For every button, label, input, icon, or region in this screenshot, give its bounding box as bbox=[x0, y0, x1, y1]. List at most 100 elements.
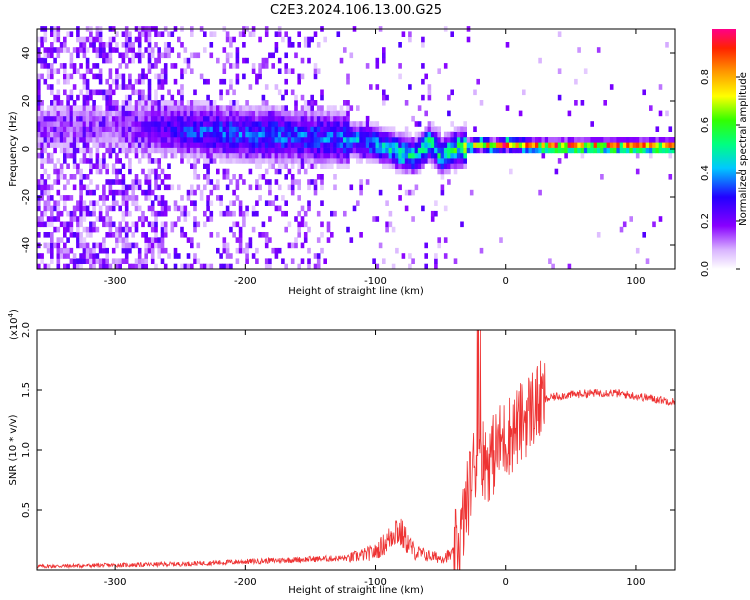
heatmap-cell bbox=[141, 100, 145, 106]
heatmap-cell bbox=[245, 247, 249, 254]
heatmap-cell bbox=[408, 36, 412, 43]
heatmap-cell bbox=[59, 168, 64, 175]
heatmap-cell bbox=[141, 189, 145, 196]
heatmap-cell bbox=[180, 152, 184, 159]
heatmap-cell bbox=[486, 137, 490, 143]
heatmap-cell bbox=[53, 147, 57, 154]
heatmap-cell bbox=[105, 221, 109, 228]
heatmap-cell bbox=[440, 142, 445, 148]
heatmap-cell bbox=[290, 174, 295, 180]
heatmap-cell bbox=[72, 232, 77, 238]
snr-plot-area bbox=[37, 330, 675, 570]
heatmap-cell bbox=[95, 73, 100, 80]
heatmap-cell bbox=[206, 137, 210, 143]
heatmap-cell bbox=[404, 142, 409, 148]
heatmap-cell bbox=[450, 131, 454, 138]
heatmap-cell bbox=[180, 263, 184, 270]
heatmap-cell bbox=[50, 63, 54, 69]
heatmap-cell bbox=[115, 73, 119, 80]
heatmap-cell bbox=[98, 110, 103, 117]
heatmap-cell bbox=[206, 152, 210, 159]
heatmap-cell bbox=[111, 179, 116, 185]
heatmap-cell bbox=[131, 232, 135, 238]
heatmap-cell bbox=[658, 147, 663, 154]
heatmap-cell bbox=[274, 126, 279, 132]
heatmap-cell bbox=[63, 226, 67, 233]
heatmap-cell bbox=[160, 210, 165, 217]
heatmap-cell bbox=[518, 142, 523, 148]
heatmap-cell bbox=[111, 221, 116, 228]
heatmap-cell bbox=[124, 115, 129, 122]
heatmap-cell bbox=[163, 121, 168, 127]
heatmap-cell bbox=[356, 121, 360, 127]
heatmap-cell bbox=[212, 31, 217, 37]
heatmap-cell bbox=[522, 89, 526, 96]
heatmap-cell bbox=[141, 152, 145, 159]
heatmap-cell bbox=[212, 137, 217, 143]
heatmap-cell bbox=[261, 158, 266, 164]
heatmap-cell bbox=[284, 131, 288, 138]
heatmap-cell bbox=[186, 152, 191, 159]
heatmap-cell bbox=[115, 242, 119, 249]
heatmap-cell bbox=[216, 121, 220, 127]
heatmap-cell bbox=[375, 57, 380, 64]
heatmap-cell bbox=[287, 110, 292, 117]
heatmap-cell bbox=[53, 126, 57, 132]
heatmap-cell bbox=[141, 168, 145, 175]
heatmap-cell bbox=[37, 52, 41, 59]
heatmap-cell bbox=[316, 131, 321, 138]
heatmap-cell bbox=[450, 137, 454, 143]
heatmap-cell bbox=[82, 36, 87, 43]
heatmap-cell bbox=[124, 210, 129, 217]
heatmap-cell bbox=[137, 31, 142, 37]
heatmap-cell bbox=[183, 152, 188, 159]
heatmap-cell bbox=[98, 31, 103, 37]
heatmap-cell bbox=[261, 94, 266, 101]
heatmap-cell bbox=[339, 105, 344, 111]
heatmap-cell bbox=[160, 121, 165, 127]
heatmap-cell bbox=[212, 131, 217, 138]
heatmap-cell bbox=[635, 152, 640, 159]
heatmap-cell bbox=[98, 131, 103, 138]
heatmap-cell bbox=[85, 47, 90, 53]
heatmap-cell bbox=[336, 152, 341, 159]
heatmap-cell bbox=[85, 210, 90, 217]
heatmap-cell bbox=[212, 105, 217, 111]
heatmap-cell bbox=[333, 147, 337, 154]
heatmap-cell bbox=[144, 142, 148, 148]
heatmap-cell bbox=[255, 78, 259, 85]
heatmap-cell bbox=[121, 226, 126, 233]
heatmap-cell bbox=[216, 105, 220, 111]
heatmap-cell bbox=[271, 105, 275, 111]
heatmap-cell bbox=[235, 115, 240, 122]
heatmap-cell bbox=[297, 142, 301, 148]
heatmap-cell bbox=[248, 142, 253, 148]
heatmap-cell bbox=[209, 31, 214, 37]
heatmap-cell bbox=[430, 126, 435, 132]
heatmap-cell bbox=[111, 131, 116, 138]
heatmap-cell bbox=[56, 216, 61, 222]
heatmap-cell bbox=[111, 110, 116, 117]
heatmap-cell bbox=[147, 205, 152, 212]
heatmap-cell bbox=[209, 100, 214, 106]
heatmap-cell bbox=[37, 232, 41, 238]
heatmap-cell bbox=[310, 105, 314, 111]
heatmap-cell bbox=[300, 221, 305, 228]
heatmap-cell bbox=[303, 100, 308, 106]
heatmap-cell bbox=[238, 126, 243, 132]
heatmap-cell bbox=[391, 126, 396, 132]
heatmap-cell bbox=[434, 147, 438, 154]
heatmap-cell bbox=[160, 31, 165, 37]
heatmap-cell bbox=[43, 110, 48, 117]
heatmap-cell bbox=[385, 163, 389, 169]
heatmap-cell bbox=[154, 158, 158, 164]
heatmap-cell bbox=[603, 137, 607, 143]
heatmap-cell bbox=[102, 126, 106, 132]
heatmap-cell bbox=[235, 158, 240, 164]
heatmap-cell bbox=[515, 142, 520, 148]
heatmap-cell bbox=[274, 31, 279, 37]
heatmap-cell bbox=[346, 131, 350, 138]
heatmap-cell bbox=[551, 142, 555, 148]
heatmap-cell bbox=[424, 137, 428, 143]
heatmap-cell bbox=[245, 147, 249, 154]
